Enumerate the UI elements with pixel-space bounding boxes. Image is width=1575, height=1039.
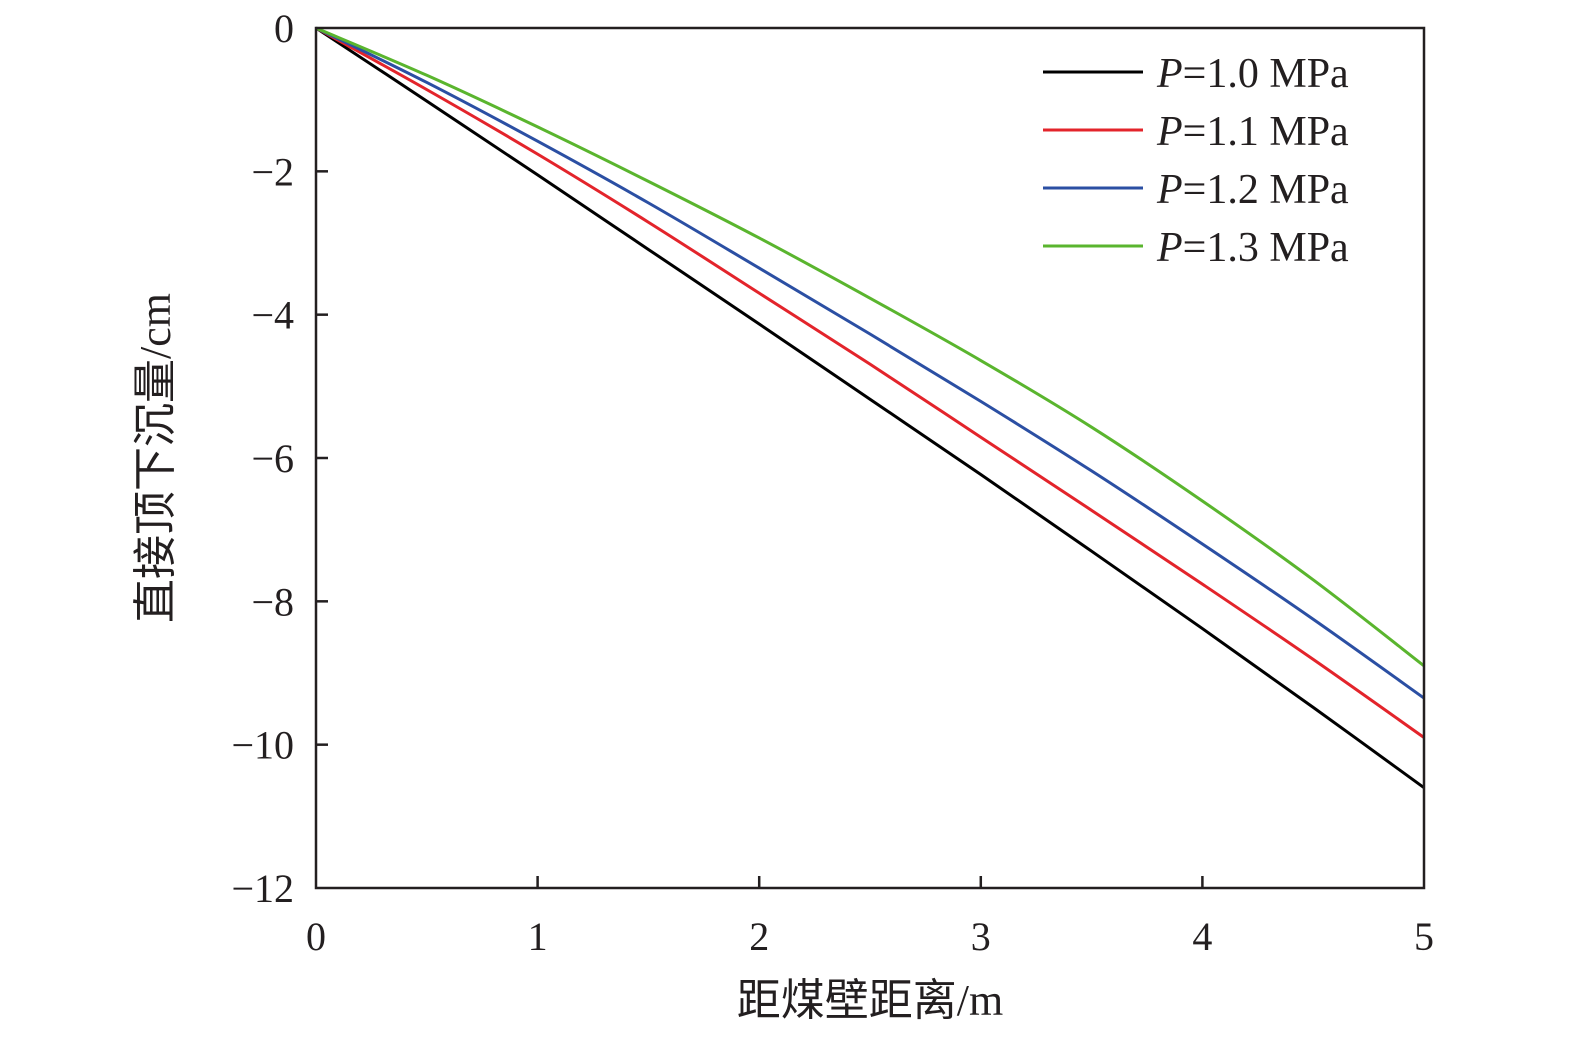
series-line-1 bbox=[315, 26, 1425, 789]
y-tick-label: −6 bbox=[251, 436, 294, 481]
y-tick-label: −4 bbox=[251, 293, 294, 338]
y-axis-title: 直接顶下沉量/cm bbox=[131, 293, 180, 623]
legend-variable: P bbox=[1156, 225, 1183, 271]
legend-label-3: P=1.2 MPa bbox=[1156, 167, 1349, 213]
y-tick-label: −8 bbox=[251, 579, 294, 624]
y-tick-label: −10 bbox=[231, 723, 294, 768]
legend-label-1: P=1.0 MPa bbox=[1156, 51, 1349, 97]
x-axis-title: 距煤壁距离/m bbox=[737, 976, 1003, 1025]
legend-variable: P bbox=[1156, 109, 1183, 155]
y-tick-label: 0 bbox=[274, 6, 294, 51]
legend-variable: P bbox=[1156, 51, 1183, 97]
x-tick-label: 0 bbox=[306, 914, 326, 959]
x-tick-label: 4 bbox=[1192, 914, 1212, 959]
series-line-4 bbox=[315, 26, 1425, 668]
x-tick-label: 5 bbox=[1414, 914, 1434, 959]
legend-variable: P bbox=[1156, 167, 1183, 213]
legend-value: =1.2 MPa bbox=[1183, 167, 1349, 213]
y-tick-label: −2 bbox=[251, 149, 294, 194]
legend-value: =1.0 MPa bbox=[1183, 51, 1349, 97]
series-layer bbox=[315, 26, 1425, 789]
legend-label-4: P=1.3 MPa bbox=[1156, 225, 1349, 271]
legend-label-2: P=1.1 MPa bbox=[1156, 109, 1349, 155]
ticks-layer: 0 1 2 3 4 5 0 −2 −4 −6 −8 −10 −12 bbox=[231, 6, 1434, 959]
legend-value: =1.1 MPa bbox=[1183, 109, 1349, 155]
legend-value: =1.3 MPa bbox=[1183, 225, 1349, 271]
y-tick-label: −12 bbox=[231, 866, 294, 911]
x-tick-label: 1 bbox=[528, 914, 548, 959]
x-tick-label: 3 bbox=[971, 914, 991, 959]
series-line-3 bbox=[315, 26, 1425, 700]
x-tick-label: 2 bbox=[749, 914, 769, 959]
series-line-2 bbox=[315, 26, 1425, 739]
